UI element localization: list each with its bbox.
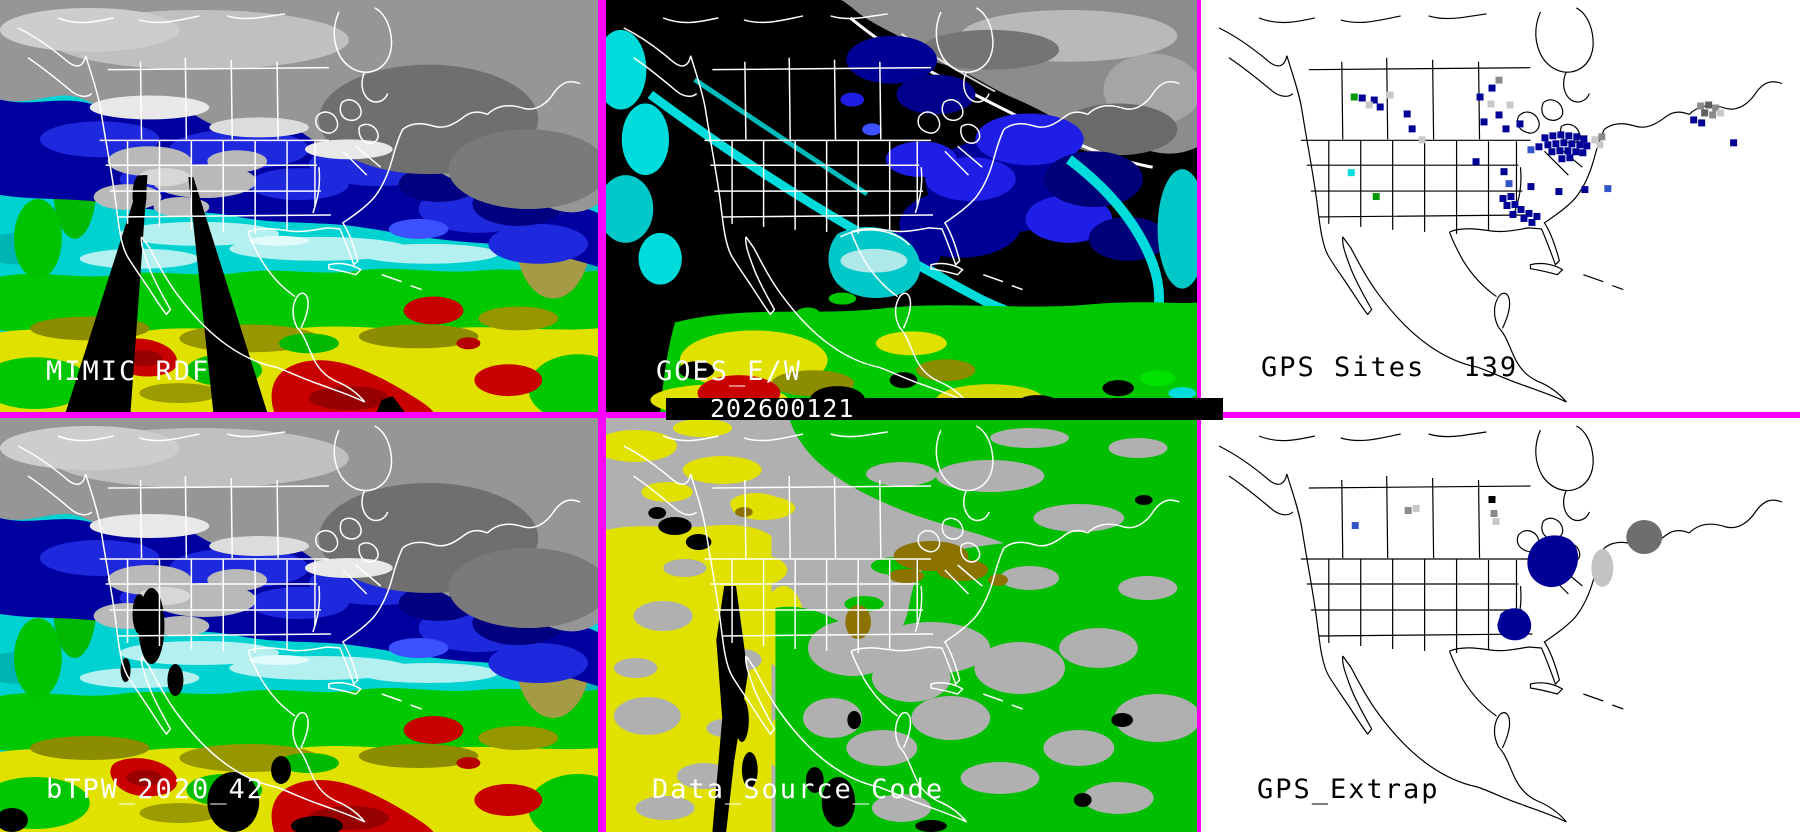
panel-data-source-code: Data_Source_Code: [606, 418, 1197, 832]
timestamp-text: 202600121: [710, 394, 855, 423]
panel-gps-extrap: GPS_Extrap: [1201, 418, 1800, 832]
panel-label-gps-extrap: GPS_Extrap: [1257, 774, 1440, 805]
panel-goes-ew: GOES_E/W: [606, 0, 1197, 412]
gps-extrap-markers: [1351, 496, 1500, 529]
btpw-map: [0, 418, 598, 832]
timestamp-bar: 202600121: [666, 396, 1223, 421]
panel-label-goes-ew: GOES_E/W: [656, 356, 803, 387]
panel-gps-sites: GPS Sites 139: [1201, 0, 1800, 412]
gps-site-markers: [1347, 76, 1738, 226]
panel-label-mimic-rdf: MIMIC RDF: [46, 356, 211, 387]
panel-label-data-source-code: Data_Source_Code: [652, 774, 945, 805]
gps-extrap-map: [1201, 418, 1800, 832]
panel-label-gps-sites: GPS Sites 139: [1261, 352, 1519, 383]
panel-mimic-rdf: MIMIC RDF: [0, 0, 598, 412]
mimic-rdf-map: [0, 0, 598, 412]
gps-site-count: 139: [1463, 352, 1519, 383]
gps-sites-map: [1201, 0, 1800, 412]
panel-btpw: bTPW_2020_42: [0, 418, 598, 832]
panel-label-btpw: bTPW_2020_42: [46, 774, 266, 805]
goes-ew-map: [606, 0, 1197, 412]
data-source-map: [606, 418, 1197, 832]
